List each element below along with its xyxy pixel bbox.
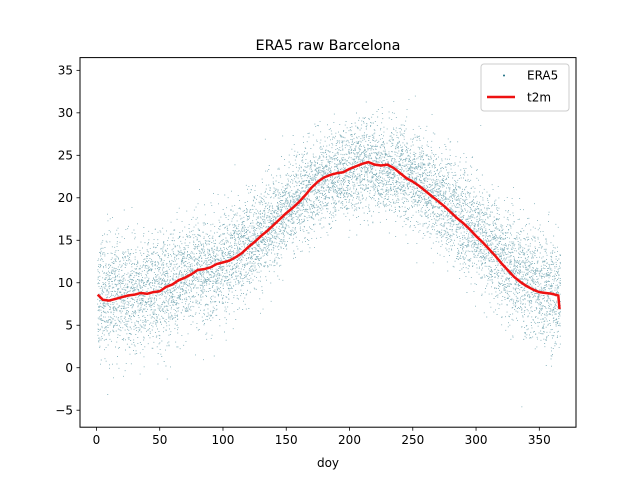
x-tick-label: 100 <box>212 433 235 447</box>
era5-scatter-points <box>97 95 561 408</box>
x-tick-label: 350 <box>528 433 551 447</box>
y-tick-label: −5 <box>55 404 73 418</box>
legend-marker-era5 <box>503 74 505 77</box>
x-tick-label: 150 <box>275 433 298 447</box>
line-layer <box>96 160 561 310</box>
x-axis-label: doy <box>317 456 339 470</box>
x-tick-label: 300 <box>465 433 488 447</box>
y-tick-label: 20 <box>58 191 73 205</box>
y-tick-label: 10 <box>58 276 73 290</box>
legend-label-t2m: t2m <box>527 91 551 105</box>
x-tick-label: 250 <box>401 433 424 447</box>
legend-label-era5: ERA5 <box>527 69 558 83</box>
y-tick-label: 0 <box>65 361 73 375</box>
chart-title: ERA5 raw Barcelona <box>256 38 401 54</box>
y-tick-label: 35 <box>58 64 73 78</box>
y-tick-label: 15 <box>58 234 73 248</box>
scatter-layer <box>97 95 561 408</box>
x-tick-label: 0 <box>93 433 101 447</box>
x-tick-label: 50 <box>152 433 167 447</box>
x-axis: 0 50 100 150 200 250 300 350 <box>93 427 551 447</box>
x-tick-label: 200 <box>338 433 361 447</box>
y-axis: −5 0 5 10 15 20 25 30 35 <box>55 64 80 418</box>
y-tick-label: 30 <box>58 106 73 120</box>
legend-box <box>480 63 570 112</box>
t2m-line <box>96 160 561 310</box>
legend: ERA5 t2m <box>480 63 570 112</box>
y-tick-label: 5 <box>65 319 73 333</box>
y-tick-label: 25 <box>58 149 73 163</box>
plot-frame <box>79 57 577 428</box>
